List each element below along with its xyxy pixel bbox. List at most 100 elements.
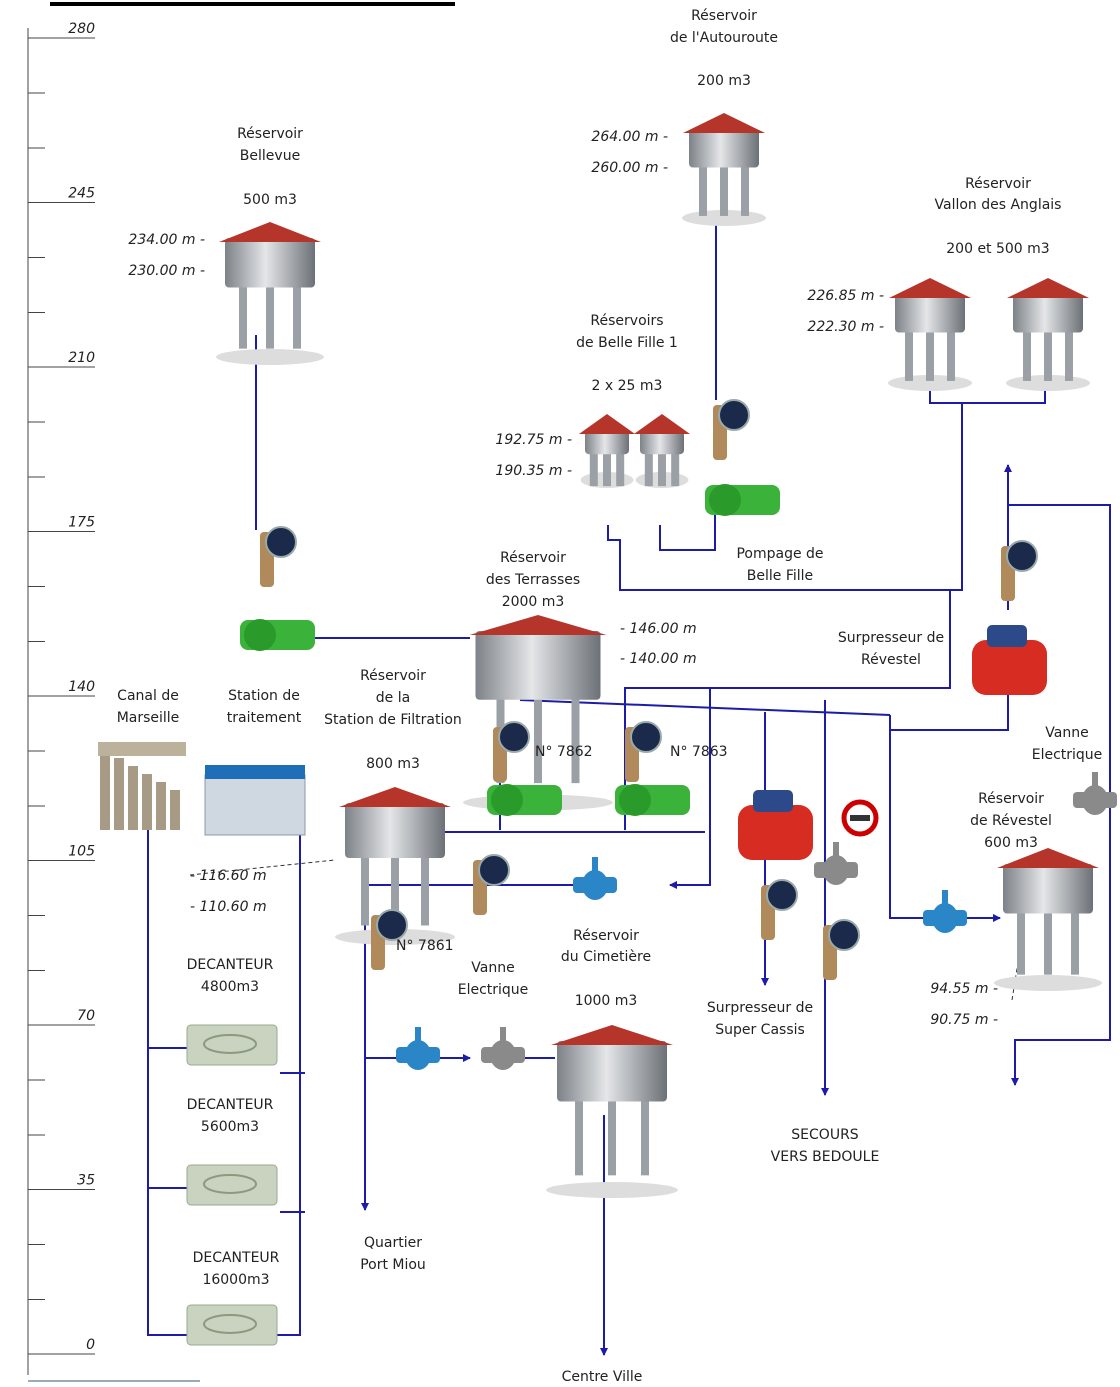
label: Réservoir: [965, 176, 1031, 192]
label: - 146.00 m: [620, 621, 697, 637]
tank-leg: [926, 325, 934, 381]
meter-dial: [377, 910, 407, 940]
meter-dial: [829, 920, 859, 950]
sign-bar: [850, 815, 870, 821]
station-roof: [205, 765, 305, 779]
aqueduct-top: [98, 742, 186, 756]
label: 70: [77, 1008, 95, 1024]
label: 500 m3: [243, 192, 297, 208]
tank-leg: [699, 160, 707, 216]
tank-body: [557, 1041, 667, 1102]
label: 2 x 25 m3: [592, 378, 663, 394]
label: 280: [68, 21, 95, 37]
diagram: 28024521017514010570350Réservoirde l'Aut…: [0, 0, 1120, 1387]
label: Surpresseur de: [838, 630, 944, 646]
label: SECOURS: [791, 1127, 859, 1143]
label: 0: [86, 1337, 95, 1353]
label: 5600m3: [201, 1119, 259, 1135]
label: Electrique: [458, 982, 529, 998]
decanteur-tank: [187, 1305, 277, 1345]
label: Réservoir: [500, 550, 566, 566]
meter-dial: [479, 855, 509, 885]
label: - 110.60 m: [190, 899, 267, 915]
label: 1000 m3: [575, 993, 638, 1009]
tank-roof: [683, 113, 765, 133]
aqueduct-arch: [170, 790, 180, 830]
pump-motor: [709, 484, 741, 516]
meter-dial: [266, 527, 296, 557]
tank-body: [1013, 294, 1083, 333]
tank-body: [1003, 864, 1093, 914]
tank-body: [689, 129, 759, 168]
label: de Révestel: [970, 813, 1052, 829]
meter-dial: [719, 400, 749, 430]
tank-leg: [1044, 325, 1052, 381]
tank-leg: [905, 325, 913, 381]
tank-leg: [616, 451, 624, 486]
valve-stem: [942, 890, 948, 910]
tank-roof: [579, 414, 635, 434]
pipe: [660, 510, 715, 550]
tank-body: [225, 238, 315, 288]
label: 16000m3: [202, 1272, 269, 1288]
label: Station de Filtration: [324, 712, 462, 728]
label: de la: [376, 690, 410, 706]
label: 260.00 m -: [591, 160, 668, 176]
label: 230.00 m -: [128, 263, 205, 279]
tank-shadow: [546, 1182, 678, 1198]
label: - 116.60 m: [190, 868, 267, 884]
meter-label: N° 7863: [670, 744, 728, 760]
label: 200 et 500 m3: [946, 241, 1049, 257]
label: 192.75 m -: [495, 432, 572, 448]
label: de Belle Fille 1: [576, 335, 678, 351]
meter-dial: [631, 722, 661, 752]
surpresseur-motor: [987, 625, 1027, 647]
tank-body: [345, 803, 445, 858]
label: Super Cassis: [715, 1022, 805, 1038]
label: Vanne: [1045, 725, 1088, 741]
label: Station de: [228, 688, 300, 704]
label: du Cimetière: [561, 949, 651, 965]
label: VERS BEDOULE: [771, 1149, 880, 1165]
label: DECANTEUR: [187, 1097, 274, 1113]
tank-roof: [634, 414, 690, 434]
label: Pompage de: [736, 546, 823, 562]
label: Réservoir: [691, 8, 757, 24]
label: Bellevue: [240, 148, 300, 164]
meter-label: N° 7862: [535, 744, 593, 760]
tank-roof: [339, 787, 451, 807]
tank-leg: [658, 451, 666, 486]
label: Quartier: [364, 1235, 422, 1251]
label: Réservoir: [360, 668, 426, 684]
station: [205, 775, 305, 835]
aqueduct-arch: [142, 774, 152, 830]
tank-leg: [590, 451, 598, 486]
label: DECANTEUR: [193, 1250, 280, 1266]
tank-leg: [720, 160, 728, 216]
label: 105: [68, 844, 95, 860]
valve-stem: [1092, 772, 1098, 792]
label: 90.75 m -: [930, 1012, 998, 1028]
tank-roof: [1007, 278, 1089, 298]
tank-leg: [645, 451, 653, 486]
tank-body: [895, 294, 965, 333]
decanteur-tank: [187, 1165, 277, 1205]
label: 210: [68, 350, 95, 366]
surpresseur-motor: [753, 790, 793, 812]
tank-roof: [997, 848, 1099, 868]
label: Port Miou: [360, 1257, 426, 1273]
label: Centre Ville: [562, 1369, 643, 1385]
surpresseur: [972, 640, 1047, 695]
surpresseur: [738, 805, 813, 860]
label: - 140.00 m: [620, 651, 697, 667]
label: Réservoir: [573, 928, 639, 944]
label: 245: [68, 186, 95, 202]
pump-motor: [491, 784, 523, 816]
tank-roof: [889, 278, 971, 298]
tank-leg: [741, 160, 749, 216]
label: 264.00 m -: [591, 129, 668, 145]
label: Réservoirs: [590, 313, 663, 329]
aqueduct-arch: [114, 758, 124, 830]
pipe: [890, 690, 1008, 730]
tank-leg: [1065, 325, 1073, 381]
